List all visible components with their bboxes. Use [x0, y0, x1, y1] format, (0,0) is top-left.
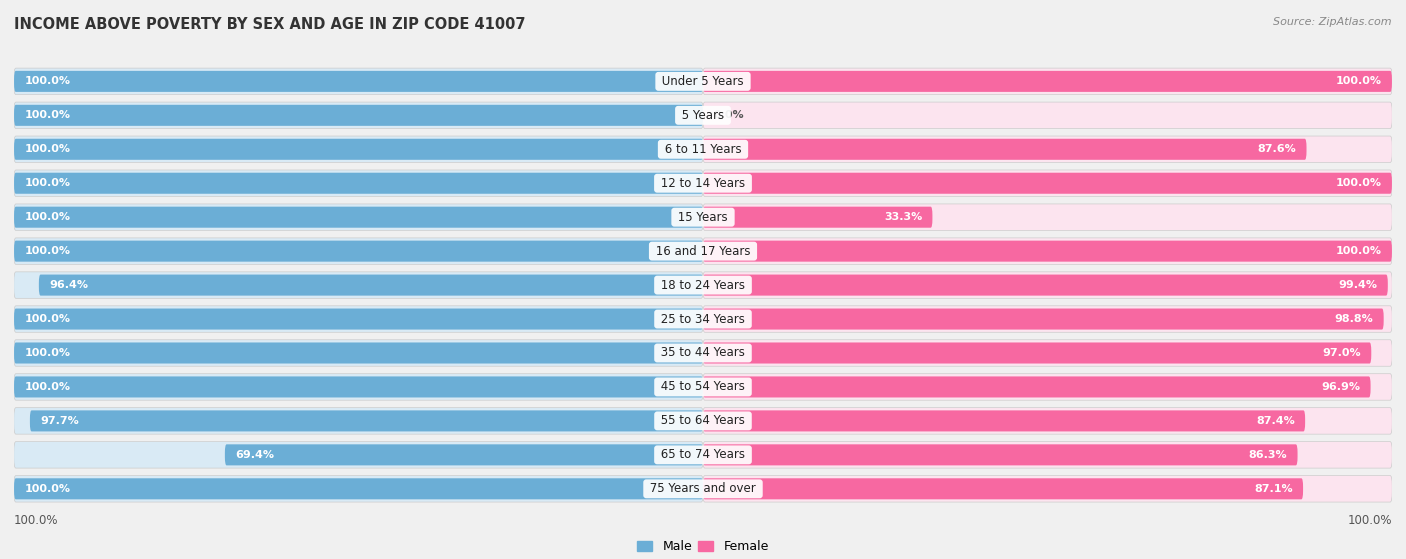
FancyBboxPatch shape	[14, 68, 703, 94]
FancyBboxPatch shape	[14, 408, 703, 434]
Text: 100.0%: 100.0%	[24, 382, 70, 392]
FancyBboxPatch shape	[703, 479, 1303, 499]
Text: 75 Years and over: 75 Years and over	[647, 482, 759, 495]
Text: Under 5 Years: Under 5 Years	[658, 75, 748, 88]
FancyBboxPatch shape	[14, 442, 703, 468]
FancyBboxPatch shape	[703, 309, 1384, 330]
Text: 65 to 74 Years: 65 to 74 Years	[657, 448, 749, 461]
Text: 100.0%: 100.0%	[1347, 514, 1392, 527]
FancyBboxPatch shape	[703, 170, 1392, 196]
Text: 6 to 11 Years: 6 to 11 Years	[661, 143, 745, 156]
FancyBboxPatch shape	[703, 207, 932, 228]
Text: 100.0%: 100.0%	[24, 77, 70, 87]
Text: 100.0%: 100.0%	[24, 348, 70, 358]
FancyBboxPatch shape	[703, 343, 1371, 363]
FancyBboxPatch shape	[703, 376, 1371, 397]
FancyBboxPatch shape	[703, 238, 1392, 264]
Text: 100.0%: 100.0%	[24, 484, 70, 494]
Text: 100.0%: 100.0%	[24, 178, 70, 188]
FancyBboxPatch shape	[703, 442, 1392, 468]
Text: 45 to 54 Years: 45 to 54 Years	[657, 381, 749, 394]
FancyBboxPatch shape	[703, 306, 1392, 332]
Text: 35 to 44 Years: 35 to 44 Years	[657, 347, 749, 359]
Text: 69.4%: 69.4%	[235, 450, 274, 460]
FancyBboxPatch shape	[14, 272, 703, 299]
FancyBboxPatch shape	[14, 207, 703, 228]
FancyBboxPatch shape	[14, 170, 703, 196]
FancyBboxPatch shape	[703, 136, 1392, 163]
Text: 87.6%: 87.6%	[1257, 144, 1296, 154]
Text: Source: ZipAtlas.com: Source: ZipAtlas.com	[1274, 17, 1392, 27]
FancyBboxPatch shape	[14, 374, 703, 400]
Text: 18 to 24 Years: 18 to 24 Years	[657, 278, 749, 292]
FancyBboxPatch shape	[14, 476, 703, 502]
FancyBboxPatch shape	[14, 340, 703, 366]
FancyBboxPatch shape	[703, 374, 1392, 400]
Text: 100.0%: 100.0%	[24, 212, 70, 222]
Text: 100.0%: 100.0%	[1336, 246, 1382, 256]
FancyBboxPatch shape	[703, 71, 1392, 92]
Text: 98.8%: 98.8%	[1334, 314, 1374, 324]
FancyBboxPatch shape	[14, 479, 703, 499]
Text: 25 to 34 Years: 25 to 34 Years	[657, 312, 749, 325]
FancyBboxPatch shape	[703, 173, 1392, 194]
Text: 97.7%: 97.7%	[41, 416, 79, 426]
FancyBboxPatch shape	[14, 204, 703, 230]
Text: 97.0%: 97.0%	[1322, 348, 1361, 358]
Text: 5 Years: 5 Years	[678, 109, 728, 122]
FancyBboxPatch shape	[703, 274, 1388, 296]
FancyBboxPatch shape	[703, 444, 1298, 466]
Text: 12 to 14 Years: 12 to 14 Years	[657, 177, 749, 190]
FancyBboxPatch shape	[703, 410, 1305, 432]
Text: 100.0%: 100.0%	[24, 246, 70, 256]
FancyBboxPatch shape	[703, 68, 1392, 94]
FancyBboxPatch shape	[14, 173, 703, 194]
FancyBboxPatch shape	[14, 343, 703, 363]
FancyBboxPatch shape	[703, 139, 1306, 160]
FancyBboxPatch shape	[14, 136, 703, 163]
Text: 87.4%: 87.4%	[1256, 416, 1295, 426]
Text: 99.4%: 99.4%	[1339, 280, 1378, 290]
FancyBboxPatch shape	[703, 272, 1392, 299]
FancyBboxPatch shape	[14, 139, 703, 160]
Text: 96.4%: 96.4%	[49, 280, 89, 290]
FancyBboxPatch shape	[703, 340, 1392, 366]
FancyBboxPatch shape	[14, 105, 703, 126]
FancyBboxPatch shape	[703, 204, 1392, 230]
Text: 87.1%: 87.1%	[1254, 484, 1292, 494]
Text: INCOME ABOVE POVERTY BY SEX AND AGE IN ZIP CODE 41007: INCOME ABOVE POVERTY BY SEX AND AGE IN Z…	[14, 17, 526, 32]
FancyBboxPatch shape	[225, 444, 703, 466]
FancyBboxPatch shape	[14, 306, 703, 332]
FancyBboxPatch shape	[703, 102, 1392, 129]
FancyBboxPatch shape	[703, 476, 1392, 502]
Text: 96.9%: 96.9%	[1322, 382, 1360, 392]
Text: 16 and 17 Years: 16 and 17 Years	[652, 245, 754, 258]
Text: 15 Years: 15 Years	[675, 211, 731, 224]
FancyBboxPatch shape	[14, 102, 703, 129]
Legend: Male, Female: Male, Female	[633, 536, 773, 558]
Text: 100.0%: 100.0%	[14, 514, 59, 527]
Text: 55 to 64 Years: 55 to 64 Years	[657, 414, 749, 428]
Text: 100.0%: 100.0%	[24, 314, 70, 324]
FancyBboxPatch shape	[14, 309, 703, 330]
FancyBboxPatch shape	[14, 240, 703, 262]
Text: 100.0%: 100.0%	[1336, 77, 1382, 87]
FancyBboxPatch shape	[14, 71, 703, 92]
Text: 100.0%: 100.0%	[24, 144, 70, 154]
Text: 100.0%: 100.0%	[1336, 178, 1382, 188]
Text: 33.3%: 33.3%	[884, 212, 922, 222]
FancyBboxPatch shape	[703, 240, 1392, 262]
FancyBboxPatch shape	[703, 408, 1392, 434]
Text: 100.0%: 100.0%	[24, 110, 70, 120]
FancyBboxPatch shape	[39, 274, 703, 296]
FancyBboxPatch shape	[30, 410, 703, 432]
Text: 86.3%: 86.3%	[1249, 450, 1288, 460]
FancyBboxPatch shape	[14, 238, 703, 264]
FancyBboxPatch shape	[14, 376, 703, 397]
Text: 0.0%: 0.0%	[713, 110, 744, 120]
